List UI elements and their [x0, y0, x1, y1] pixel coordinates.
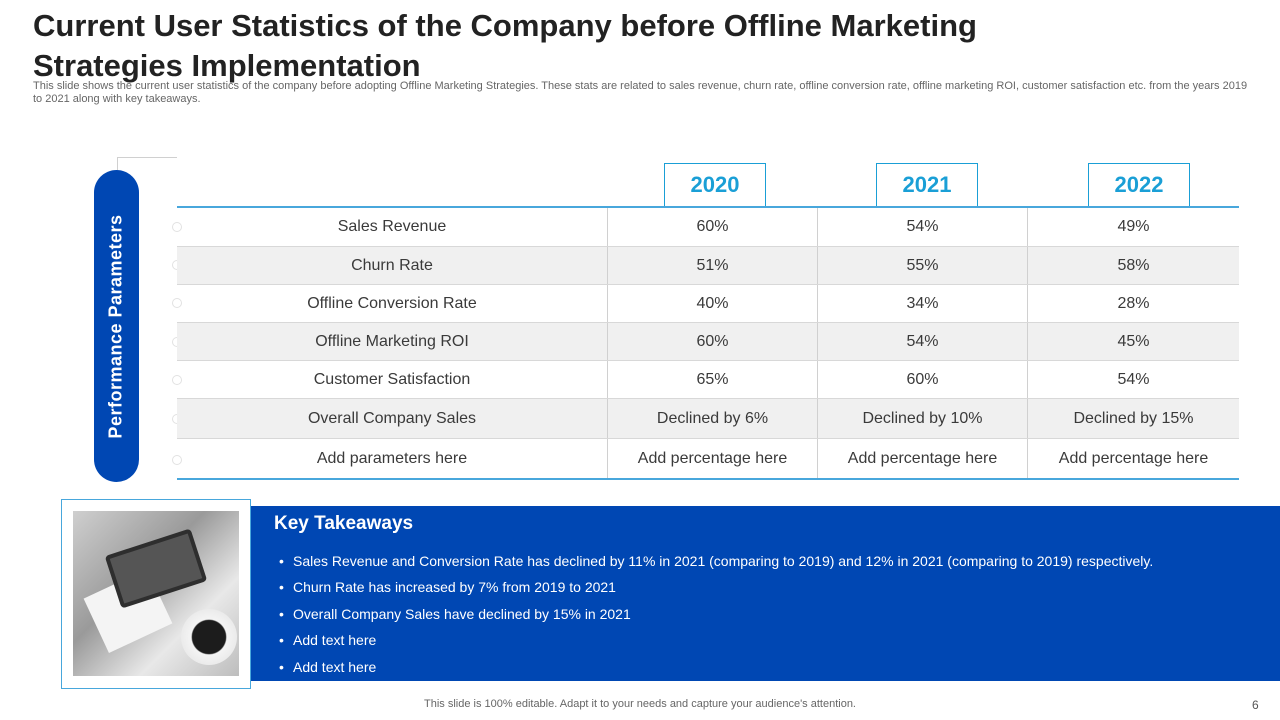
value-cell: 60%: [607, 208, 817, 246]
table-row: Offline Marketing ROI 60% 54% 45%: [177, 322, 1239, 360]
value-cell: 40%: [607, 285, 817, 322]
bracket-dot: [172, 455, 182, 465]
table-row: Add parameters here Add percentage here …: [177, 438, 1239, 478]
takeaway-image-frame: [61, 499, 251, 689]
slide-title: Current User Statistics of the Company b…: [33, 8, 977, 83]
bracket-dot: [172, 375, 182, 385]
value-cell: 55%: [817, 247, 1027, 284]
year-header-2022: 2022: [1088, 163, 1190, 207]
parameter-cell: Add parameters here: [316, 449, 468, 467]
table-row: Customer Satisfaction 65% 60% 54%: [177, 360, 1239, 398]
takeaway-item: Overall Company Sales have declined by 1…: [279, 601, 1153, 628]
value-cell: Declined by 6%: [607, 399, 817, 438]
key-takeaways-heading: Key Takeaways: [274, 513, 414, 534]
value-cell: Add percentage here: [817, 439, 1027, 478]
value-cell: 60%: [817, 361, 1027, 398]
bracket-dot: [172, 222, 182, 232]
performance-parameters-pill: Performance Parameters: [94, 170, 139, 482]
value-cell: 45%: [1027, 323, 1239, 360]
value-cell: 58%: [1027, 247, 1239, 284]
table-row: Offline Conversion Rate 40% 34% 28%: [177, 284, 1239, 322]
value-cell: Add percentage here: [1027, 439, 1239, 478]
slide-footer: This slide is 100% editable. Adapt it to…: [424, 698, 856, 710]
takeaway-item: Add text here: [279, 654, 1153, 681]
statistics-table: Sales Revenue 60% 54% 49% Churn Rate 51%…: [177, 206, 1239, 480]
parameter-cell: Offline Marketing ROI: [315, 332, 469, 350]
slide-subtitle: This slide shows the current user statis…: [33, 80, 1248, 105]
performance-parameters-label: Performance Parameters: [106, 213, 126, 439]
takeaway-item: Add text here: [279, 627, 1153, 654]
value-cell: 54%: [1027, 361, 1239, 398]
value-cell: 54%: [817, 208, 1027, 246]
parameter-cell: Overall Company Sales: [307, 409, 477, 427]
tablet-shape: [104, 528, 208, 609]
takeaway-item: Churn Rate has increased by 7% from 2019…: [279, 574, 1153, 601]
value-cell: 49%: [1027, 208, 1239, 246]
bracket-dot: [172, 298, 182, 308]
value-cell: Declined by 10%: [817, 399, 1027, 438]
value-cell: 51%: [607, 247, 817, 284]
table-row: Churn Rate 51% 55% 58%: [177, 246, 1239, 284]
page-number: 6: [1252, 698, 1259, 712]
coffee-cup-shape: [181, 609, 237, 665]
takeaway-item: Sales Revenue and Conversion Rate has de…: [279, 548, 1153, 575]
value-cell: 54%: [817, 323, 1027, 360]
year-header-2021: 2021: [876, 163, 978, 207]
value-cell: Add percentage here: [607, 439, 817, 478]
table-row: Overall Company Sales Declined by 6% Dec…: [177, 398, 1239, 438]
parameter-cell: Customer Satisfaction: [313, 370, 471, 388]
value-cell: 28%: [1027, 285, 1239, 322]
table-row: Sales Revenue 60% 54% 49%: [177, 208, 1239, 246]
parameter-cell: Offline Conversion Rate: [307, 294, 477, 312]
parameter-cell: Sales Revenue: [337, 218, 447, 235]
year-header-2020: 2020: [664, 163, 766, 207]
value-cell: 60%: [607, 323, 817, 360]
business-meeting-photo: [73, 511, 239, 676]
value-cell: 34%: [817, 285, 1027, 322]
key-takeaways-list: Sales Revenue and Conversion Rate has de…: [279, 548, 1153, 680]
parameter-cell: Churn Rate: [351, 256, 433, 274]
value-cell: 65%: [607, 361, 817, 398]
key-takeaways-panel: Key Takeaways Sales Revenue and Conversi…: [251, 506, 1280, 681]
value-cell: Declined by 15%: [1027, 399, 1239, 438]
